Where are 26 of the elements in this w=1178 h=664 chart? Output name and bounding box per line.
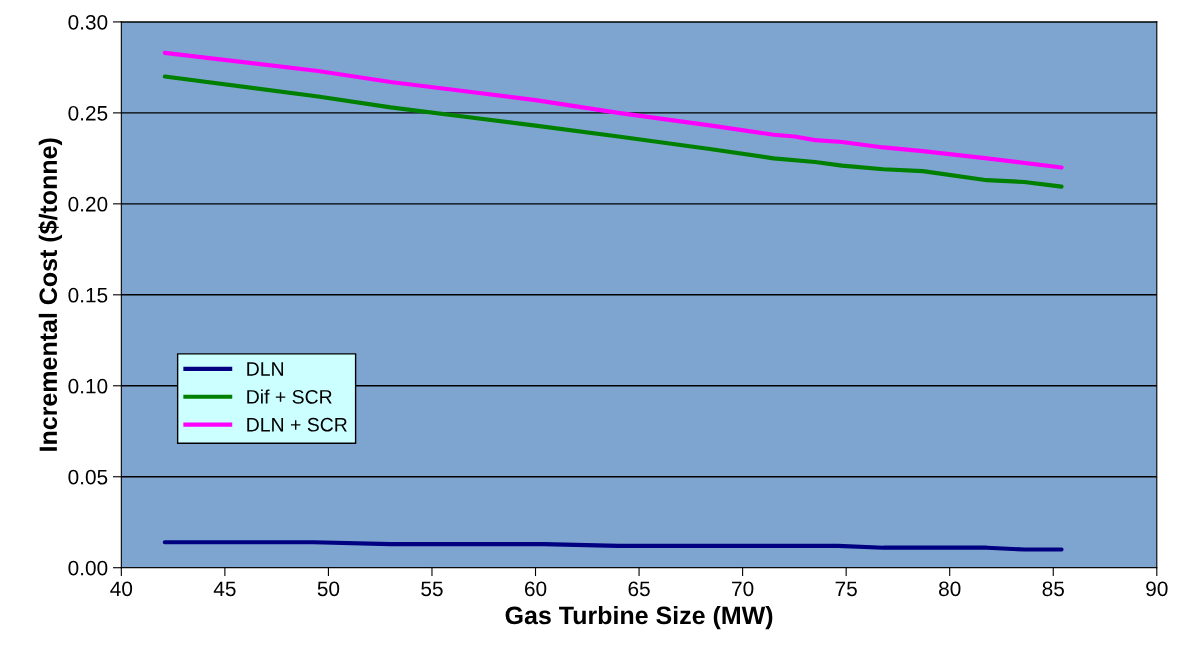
legend-label: Dif + SCR [247, 389, 332, 404]
line-series [162, 50, 1064, 170]
x-tick-label: 85 [1042, 581, 1064, 597]
y-tick-label: 0.15 [68, 287, 108, 303]
x-tick-label: 65 [628, 581, 650, 597]
y-axis-title: Incremental Cost ($/tonne) [38, 138, 63, 451]
y-tick-label: 0.30 [68, 14, 108, 30]
x-axis-title: Gas Turbine Size (MW) [505, 605, 773, 630]
legend-label: DLN + SCR [247, 417, 347, 432]
x-tick-label: 45 [213, 581, 236, 597]
y-tick-label: 0.25 [68, 105, 108, 121]
y-tick-label: 0.20 [68, 196, 108, 212]
y-tick-label: 0.10 [68, 378, 108, 394]
x-tick-label: 70 [732, 581, 754, 597]
x-tick-label: 60 [524, 581, 547, 597]
x-tick-label: 75 [835, 581, 857, 597]
x-tick-label: 90 [1146, 581, 1168, 597]
x-tick-label: 40 [110, 581, 133, 597]
y-tick-label: 0.05 [68, 469, 108, 485]
y-tick-label: 0.00 [68, 560, 108, 576]
line-series [162, 540, 1064, 552]
x-tick-label: 50 [317, 581, 340, 597]
line-series [162, 74, 1064, 189]
x-tick-label: 80 [939, 581, 961, 597]
legend-label: DLN [247, 362, 284, 376]
x-tick-label: 55 [421, 581, 443, 597]
